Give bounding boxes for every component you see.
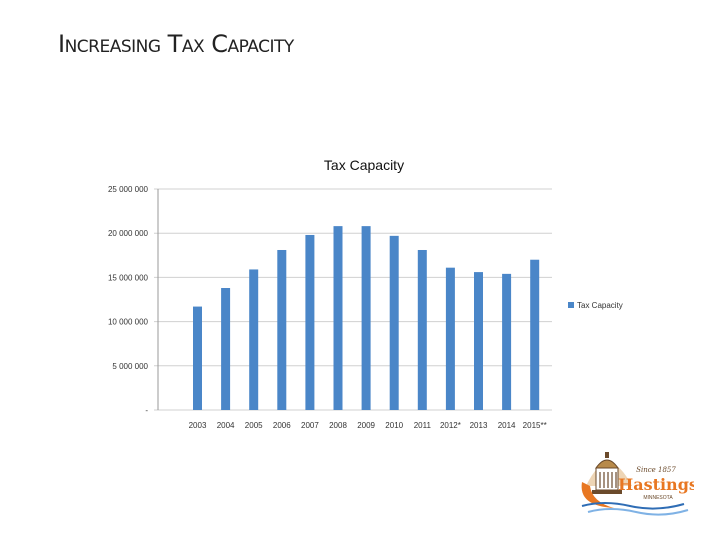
x-tick-label: 2014 [498, 421, 516, 430]
y-tick-label: 25 000 000 [108, 185, 149, 194]
y-tick-label: 10 000 000 [108, 318, 149, 327]
legend: Tax Capacity [568, 301, 623, 310]
bar [417, 249, 427, 410]
bar [277, 249, 287, 410]
bar [305, 234, 315, 410]
x-tick-label: 2008 [329, 421, 347, 430]
bar [474, 272, 483, 410]
bars [193, 226, 540, 410]
bar [361, 226, 371, 410]
y-tick-label: 15 000 000 [108, 273, 149, 282]
y-axis-ticks: - 5 000 000 10 000 000 15 000 000 20 000 000… [108, 185, 149, 415]
bar [530, 259, 540, 410]
y-tick-label: 20 000 000 [108, 229, 149, 238]
slide-title: Increasing Tax Capacity [58, 30, 294, 58]
bar [333, 226, 343, 410]
y-tick-label: 5 000 000 [112, 362, 148, 371]
x-tick-label: 2011 [414, 421, 432, 430]
x-tick-label: 2006 [273, 421, 291, 430]
x-tick-label: 2009 [357, 421, 375, 430]
hastings-logo: Since 1857 Hastings MINNESOTA [581, 452, 694, 516]
bar [389, 235, 399, 410]
chart-title: Tax Capacity [324, 157, 404, 173]
x-tick-label: 2012* [440, 421, 461, 430]
bar [193, 306, 202, 410]
x-tick-label: 2010 [385, 421, 403, 430]
x-axis-ticks: 2003 2004 2005 2006 2007 2008 2009 2010 2011 2012… [189, 421, 547, 430]
legend-swatch [568, 302, 574, 308]
y-tick-label: - [145, 406, 148, 415]
logo-state: MINNESOTA [643, 495, 673, 501]
gridlines [154, 188, 552, 411]
bar [445, 267, 455, 410]
logo-tagline: Since 1857 [636, 466, 676, 474]
x-tick-label: 2003 [189, 421, 207, 430]
x-tick-label: 2007 [301, 421, 319, 430]
logo-name: Hastings [618, 475, 694, 494]
bar [249, 269, 259, 410]
x-tick-label: 2013 [470, 421, 488, 430]
bar [221, 288, 231, 410]
bar [502, 273, 512, 410]
x-tick-label: 2005 [245, 421, 263, 430]
legend-label: Tax Capacity [577, 301, 623, 310]
x-tick-label: 2015** [523, 421, 547, 430]
x-tick-label: 2004 [217, 421, 235, 430]
